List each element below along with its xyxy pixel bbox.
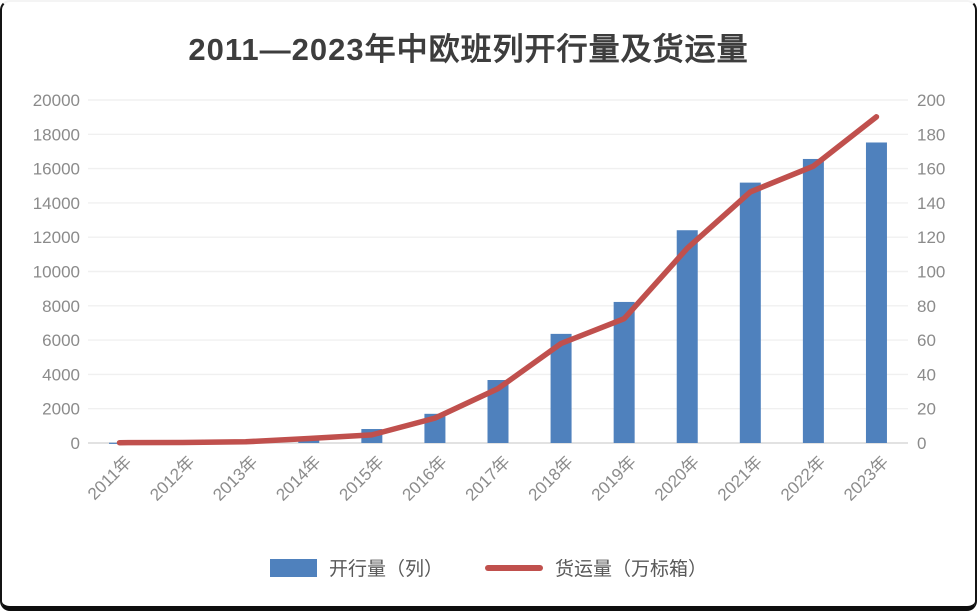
right-axis-tick: 120	[917, 228, 945, 247]
right-axis-tick: 80	[917, 297, 936, 316]
left-axis-tick: 16000	[33, 160, 80, 179]
x-axis-label: 2013年	[209, 452, 261, 504]
freight-line	[116, 114, 880, 446]
right-axis-tick: 180	[917, 125, 945, 144]
left-axis-tick: 20000	[33, 91, 80, 110]
bar-series-swatch	[269, 558, 317, 577]
x-axis-label: 2015年	[335, 452, 387, 504]
x-axis-label: 2021年	[714, 452, 766, 504]
legend-item-freight: 货运量（万标箱）	[485, 554, 707, 581]
left-axis-tick: 2000	[42, 400, 80, 419]
x-axis-label: 2020年	[651, 452, 703, 504]
legend-label-freight: 货运量（万标箱）	[555, 559, 708, 580]
right-axis-tick: 0	[917, 434, 926, 453]
bar-2023年	[865, 142, 887, 444]
x-axis-label: 2022年	[777, 452, 829, 504]
right-axis-tick: 40	[917, 365, 936, 384]
x-axis-label: 2012年	[146, 452, 198, 504]
legend-label-trains: 开行量（列）	[328, 559, 443, 580]
bar-2020年	[676, 230, 698, 443]
left-axis-tick: 18000	[33, 125, 80, 144]
right-axis-tick: 60	[917, 331, 936, 350]
x-axis-label: 2017年	[462, 452, 514, 504]
right-axis-tick: 100	[917, 262, 945, 281]
x-axis-label: 2023年	[840, 452, 892, 504]
bar-2021年	[739, 182, 761, 443]
right-axis-tick: 140	[917, 194, 945, 213]
legend-item-trains: 开行量（列）	[269, 554, 443, 581]
left-axis-tick: 12000	[33, 228, 80, 247]
bar-2019年	[613, 301, 635, 443]
right-axis-tick: 20	[917, 400, 936, 419]
line-series-swatch	[485, 564, 543, 571]
left-axis-tick: 8000	[42, 297, 80, 316]
bar-2022年	[802, 158, 824, 443]
left-axis-tick: 6000	[42, 331, 80, 350]
x-axis-label: 2018年	[525, 452, 577, 504]
x-axis-label: 2011年	[84, 452, 135, 503]
right-axis-tick: 200	[917, 91, 945, 110]
left-axis-tick: 10000	[33, 262, 80, 281]
x-axis-label: 2014年	[272, 452, 324, 504]
left-axis-tick: 4000	[42, 365, 80, 384]
legend: 开行量（列） 货运量（万标箱）	[2, 554, 975, 581]
bar-2017年	[487, 380, 509, 443]
left-axis-tick: 0	[71, 434, 80, 453]
right-axis-tick: 160	[917, 160, 945, 179]
x-axis-label: 2019年	[588, 452, 640, 504]
x-axis-label: 2016年	[399, 452, 451, 504]
bar-2018年	[550, 333, 572, 443]
left-axis-tick: 14000	[33, 194, 80, 213]
chart-title: 2011—2023年中欧班列开行量及货运量	[188, 32, 749, 67]
